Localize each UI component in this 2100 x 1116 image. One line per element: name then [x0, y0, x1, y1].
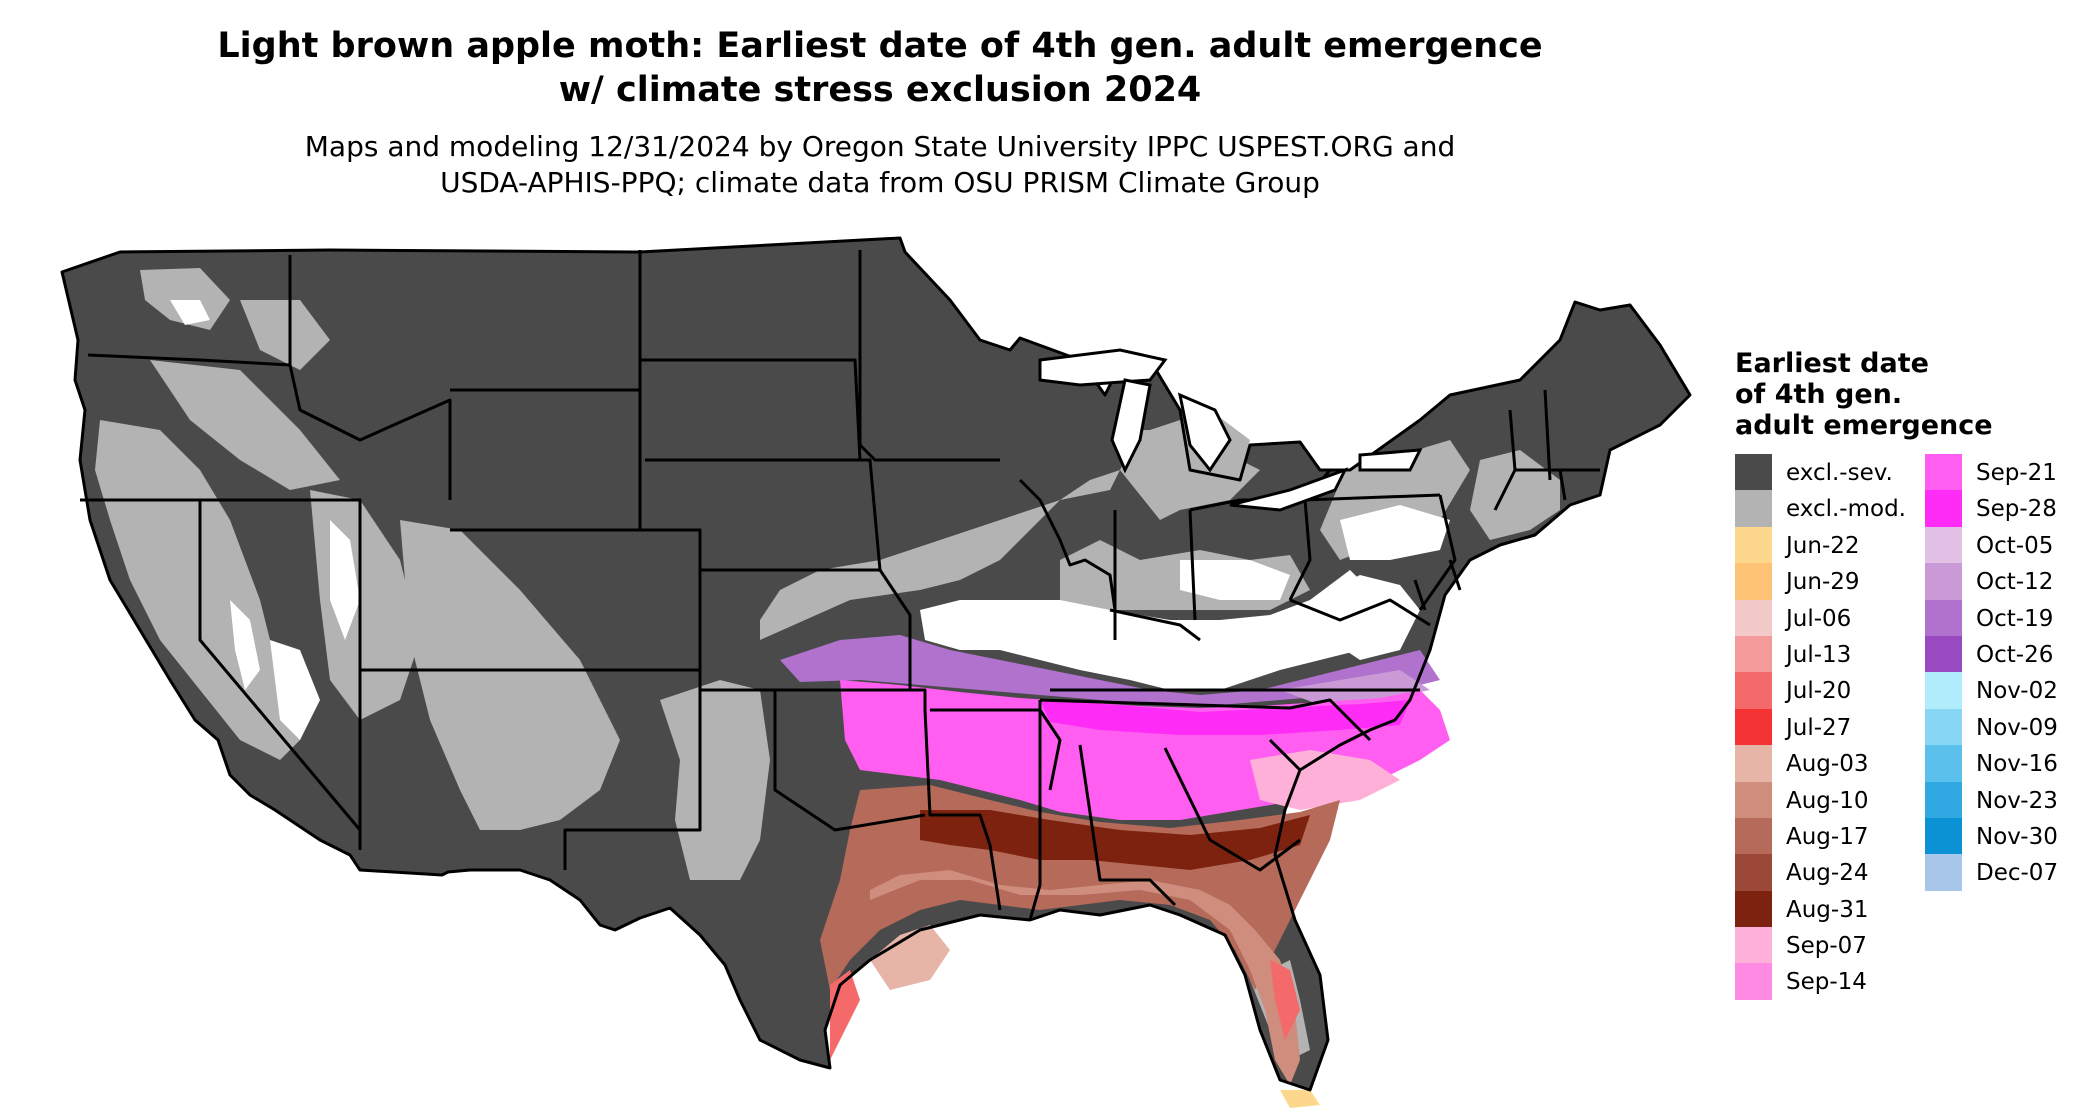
us-map — [60, 236, 1692, 1108]
legend-swatch — [1925, 563, 1962, 601]
legend-title-line-3: adult emergence — [1735, 410, 1993, 441]
legend-swatch — [1735, 745, 1772, 783]
legend-label: Jul-13 — [1786, 641, 1852, 668]
map-region-august-band — [820, 785, 1340, 1085]
legend-swatch — [1735, 708, 1772, 746]
legend-swatch — [1735, 490, 1772, 528]
legend-swatch — [1735, 927, 1772, 965]
legend-label: Aug-31 — [1786, 896, 1869, 923]
legend-label: Jul-20 — [1786, 678, 1852, 705]
legend-label: Aug-24 — [1786, 860, 1869, 887]
legend-swatch — [1735, 599, 1772, 637]
legend-label: Dec-07 — [1976, 860, 2059, 887]
legend-swatch — [1735, 526, 1772, 564]
map-title-line-2: w/ climate stress exclusion 2024 — [558, 70, 1202, 110]
legend-swatch — [1925, 672, 1962, 710]
legend-title-line-1: Earliest date — [1735, 348, 1929, 379]
legend-swatch — [1925, 708, 1962, 746]
map-subtitle-line-1: Maps and modeling 12/31/2024 by Oregon S… — [304, 130, 1456, 163]
legend-swatch — [1925, 854, 1962, 892]
legend-swatch — [1735, 563, 1772, 601]
legend-swatch — [1925, 526, 1962, 564]
legend-label: Jun-29 — [1786, 569, 1860, 596]
legend-label: excl.-sev. — [1786, 460, 1893, 486]
legend-title: Earliest date of 4th gen. adult emergenc… — [1735, 348, 1993, 441]
legend-label: Oct-26 — [1976, 641, 2054, 668]
map-region-no-emergence — [170, 300, 1450, 740]
legend-title-line-2: of 4th gen. — [1735, 379, 1903, 410]
legend-swatch — [1735, 817, 1772, 855]
legend-label: Nov-16 — [1976, 751, 2058, 778]
legend-label: Nov-30 — [1976, 823, 2058, 850]
map-title-line-1: Light brown apple moth: Earliest date of… — [217, 26, 1543, 66]
legend-swatch — [1735, 454, 1772, 491]
legend-label: Aug-03 — [1786, 751, 1869, 778]
legend-swatch — [1735, 854, 1772, 892]
legend-label: Oct-19 — [1976, 605, 2054, 632]
legend-swatch — [1735, 672, 1772, 710]
legend-label: Sep-28 — [1976, 496, 2057, 523]
legend-label: excl.-mod. — [1786, 496, 1906, 523]
legend-swatch — [1735, 890, 1772, 928]
legend-swatch — [1925, 781, 1962, 819]
map-region-june-keys — [1280, 1090, 1320, 1108]
legend-swatch — [1925, 817, 1962, 855]
legend-swatch — [1925, 745, 1962, 783]
legend-swatch — [1735, 781, 1772, 819]
legend-label: Jul-06 — [1786, 605, 1852, 632]
map-subtitle-line-2: USDA-APHIS-PPQ; climate data from OSU PR… — [440, 166, 1320, 199]
legend-label: Aug-17 — [1786, 823, 1869, 850]
legend-label: Nov-23 — [1976, 787, 2058, 814]
legend-swatch — [1735, 963, 1772, 1001]
legend-label: Oct-12 — [1976, 569, 2054, 596]
legend-label: Sep-14 — [1786, 969, 1867, 996]
legend-swatch — [1925, 635, 1962, 673]
legend-swatch — [1925, 599, 1962, 637]
legend-label: Sep-07 — [1786, 933, 1867, 960]
legend-label: Jun-22 — [1786, 532, 1860, 559]
legend-label: Jul-27 — [1786, 714, 1852, 741]
great-lakes — [1038, 348, 1423, 512]
legend-swatch — [1925, 454, 1962, 491]
legend-label: Nov-02 — [1976, 678, 2058, 705]
state-borders — [60, 236, 1692, 1092]
legend-swatch — [1925, 490, 1962, 528]
map-region-september-band — [840, 680, 1450, 820]
legend-label: Sep-21 — [1976, 460, 2057, 486]
legend-swatch — [1735, 635, 1772, 673]
legend-label: Oct-05 — [1976, 532, 2054, 559]
legend-label: Nov-09 — [1976, 714, 2058, 741]
legend-label: Aug-10 — [1786, 787, 1869, 814]
